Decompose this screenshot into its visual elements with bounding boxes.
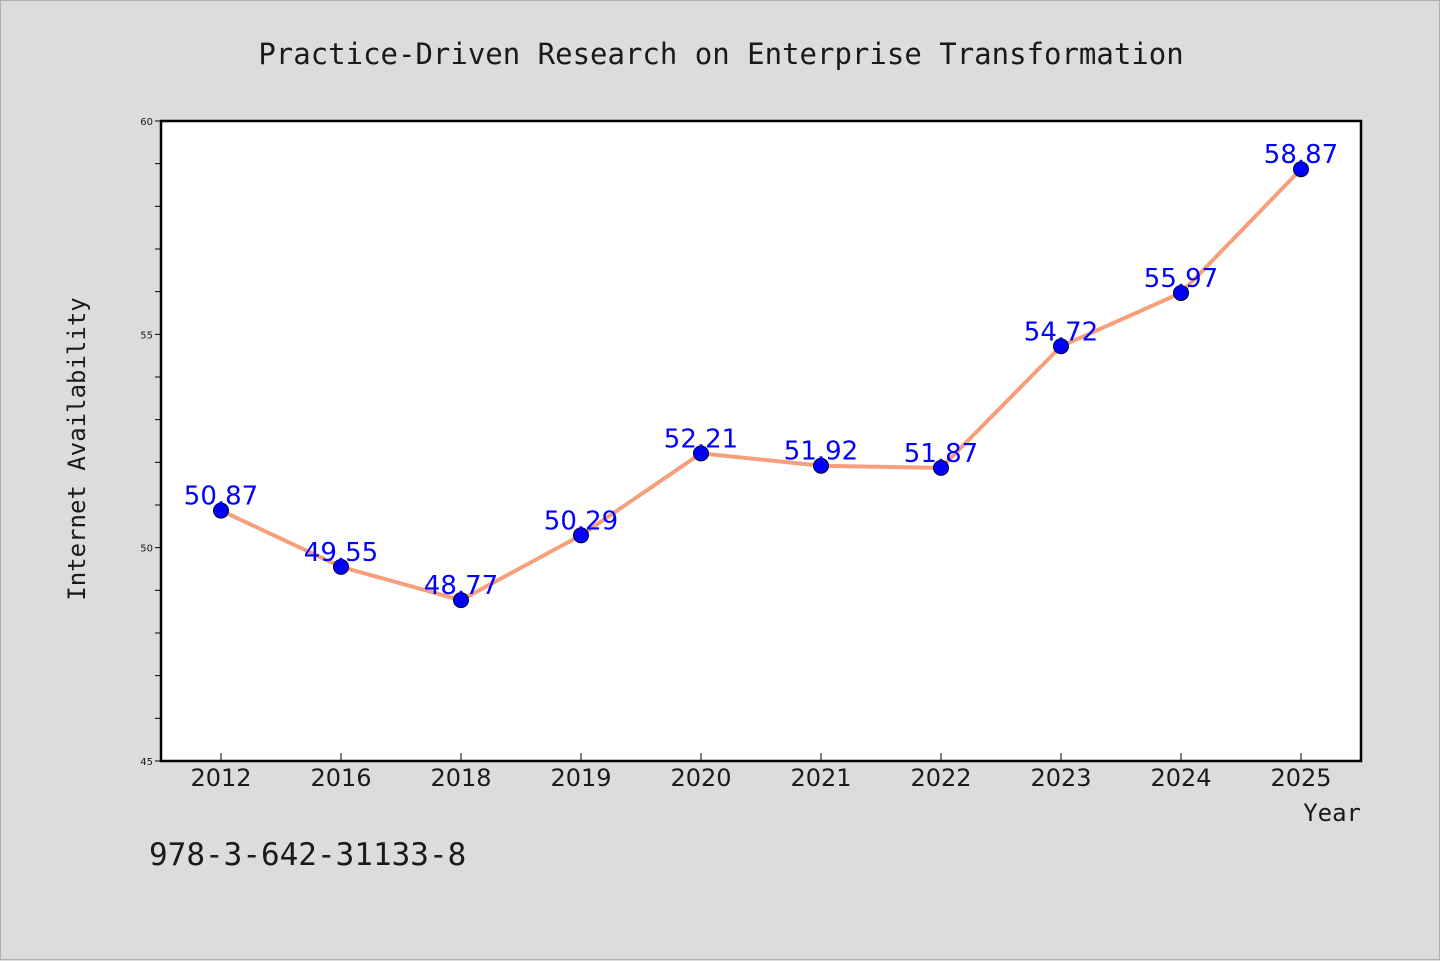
chart-title: Practice-Driven Research on Enterprise T… [258,37,1183,71]
x-axis-label: Year [1303,799,1361,827]
footer-isbn: 978-3-642-31133-8 [149,837,466,873]
data-labels: 50.87 49.55 48.77 50.29 52.21 51.92 51.87 54.72… [184,140,1338,601]
data-point [333,558,349,575]
data-markers [213,161,1309,609]
data-label: 50.87 [184,482,258,512]
data-label: 54.72 [1024,317,1098,347]
y-axis-ticks: 45 50 55 60 [140,117,161,768]
y-axis-label: Internet Availability [63,297,91,600]
data-label: 52.21 [664,424,738,454]
x-tick-label: 2016 [310,764,371,792]
plot-area [159,119,1363,763]
data-point [813,457,829,474]
data-point [453,592,469,609]
x-tick-label: 2020 [670,764,731,792]
y-tick-label: 60 [140,117,153,128]
data-label: 49.55 [304,538,378,568]
data-point [1293,161,1309,178]
x-tick-label: 2021 [790,764,851,792]
y-tick-label: 45 [140,757,153,768]
data-point [933,459,949,476]
series-line [219,167,1303,603]
data-label: 51.92 [784,437,858,467]
data-point [1053,338,1069,355]
x-tick-label: 2012 [190,764,251,792]
data-point [573,527,589,544]
data-label: 50.29 [544,506,618,536]
data-label: 51.87 [904,439,978,469]
x-axis-ticks: 2012 2016 2018 2019 2020 2021 2022 2023 2024 2025 [190,753,1332,792]
x-tick-label: 2022 [910,764,971,792]
x-tick-label: 2025 [1270,764,1331,792]
data-point [693,445,709,462]
data-point [213,502,229,519]
data-label: 58.87 [1264,140,1338,170]
x-tick-label: 2024 [1150,764,1211,792]
y-tick-label: 55 [140,330,153,341]
y-tick-label: 50 [140,544,153,555]
x-tick-label: 2018 [430,764,491,792]
data-label: 48.77 [424,571,498,601]
data-label: 55.97 [1144,264,1218,294]
x-tick-label: 2023 [1030,764,1091,792]
data-point [1173,284,1189,301]
x-tick-label: 2019 [550,764,611,792]
